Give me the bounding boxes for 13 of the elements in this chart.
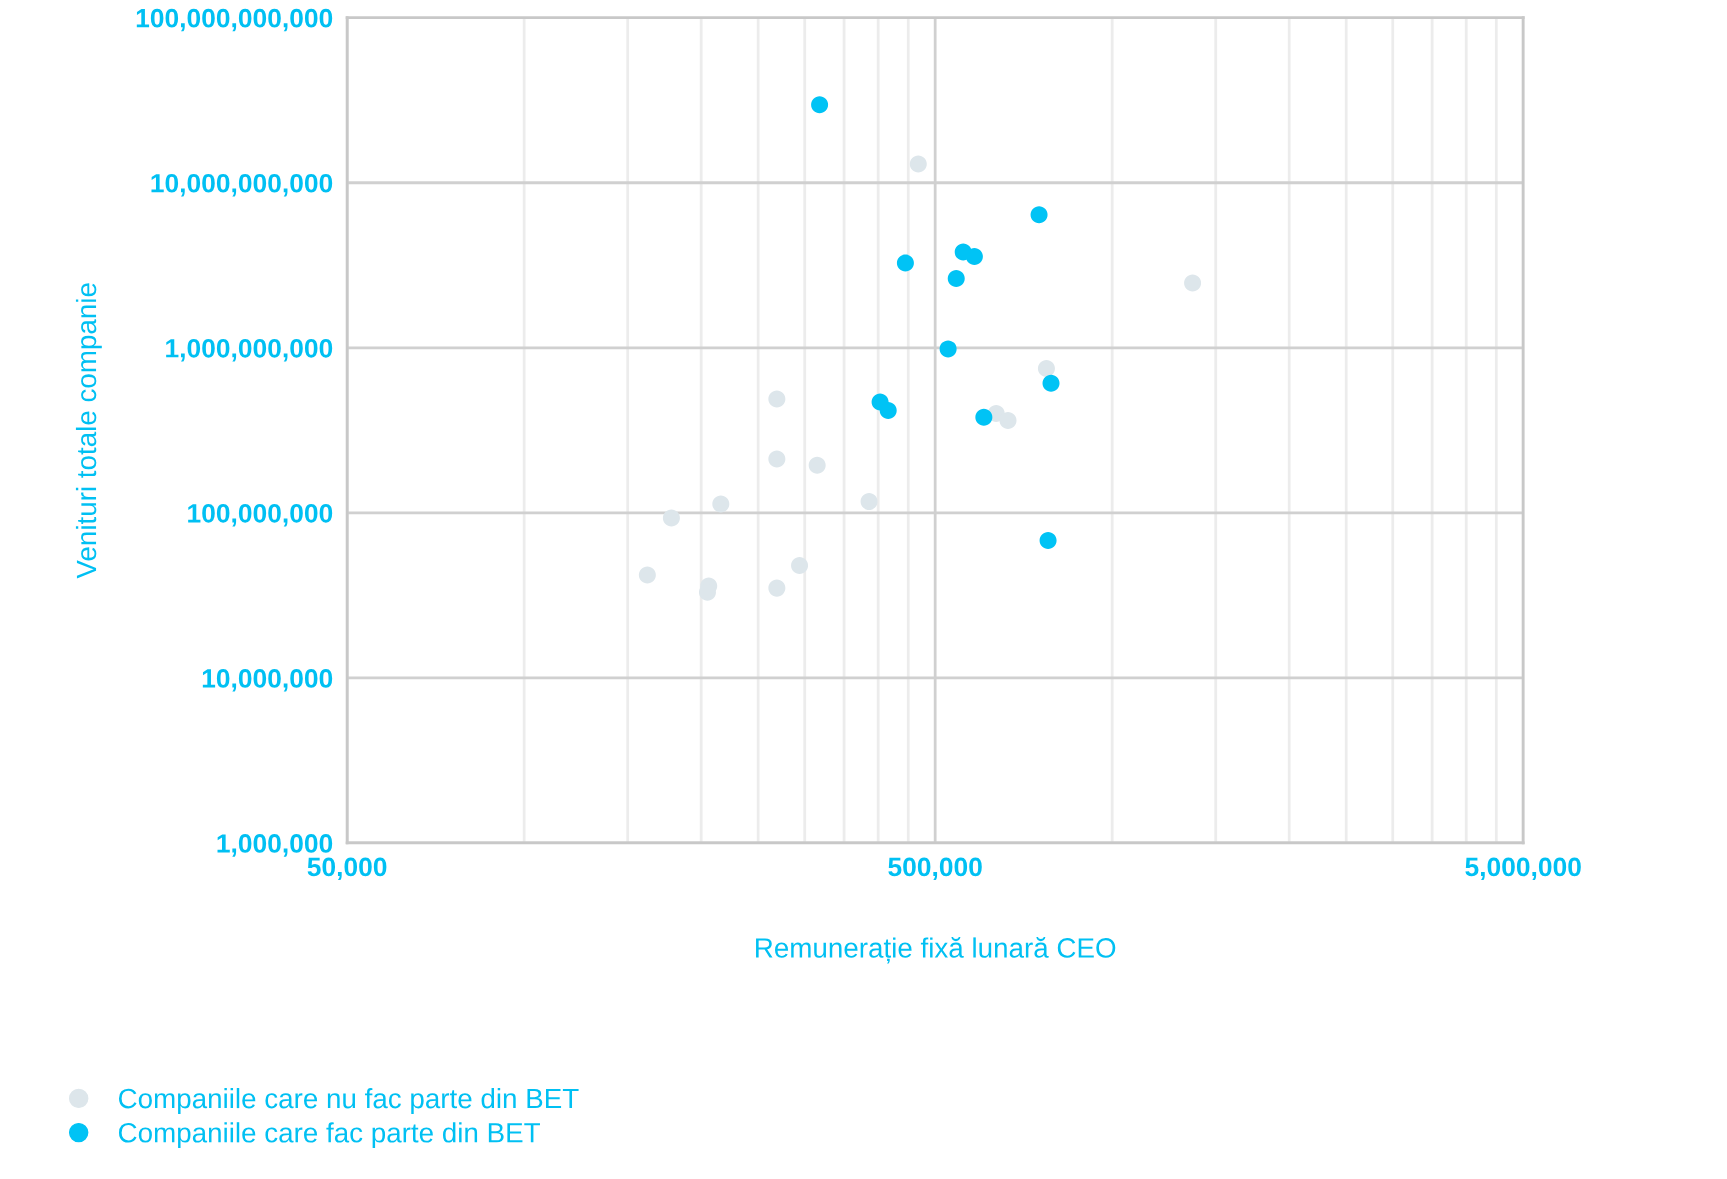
y-tick-label: 10,000,000,000	[151, 173, 333, 197]
legend-label: Companiile care fac parte din BET	[118, 1122, 540, 1149]
y-tick-label: 1,000,000	[217, 834, 333, 857]
y-tick-label: 10,000,000	[202, 669, 333, 692]
y-tick-label: 100,000,000	[188, 504, 333, 527]
legend-label: Companiile care nu fac parte din BET	[118, 1087, 579, 1114]
x-tick-label: 500,000	[888, 857, 982, 881]
x-tick-label: 50,000	[307, 857, 387, 881]
x-axis-title: Remunerație fixă lunară CEO	[756, 937, 1116, 964]
x-tick-label: 5,000,000	[1465, 857, 1581, 881]
y-tick-label: 1,000,000,000	[166, 338, 333, 362]
y-axis-title: Venituri totale companie	[75, 283, 102, 579]
y-tick-label: 100,000,000,000	[136, 8, 333, 32]
